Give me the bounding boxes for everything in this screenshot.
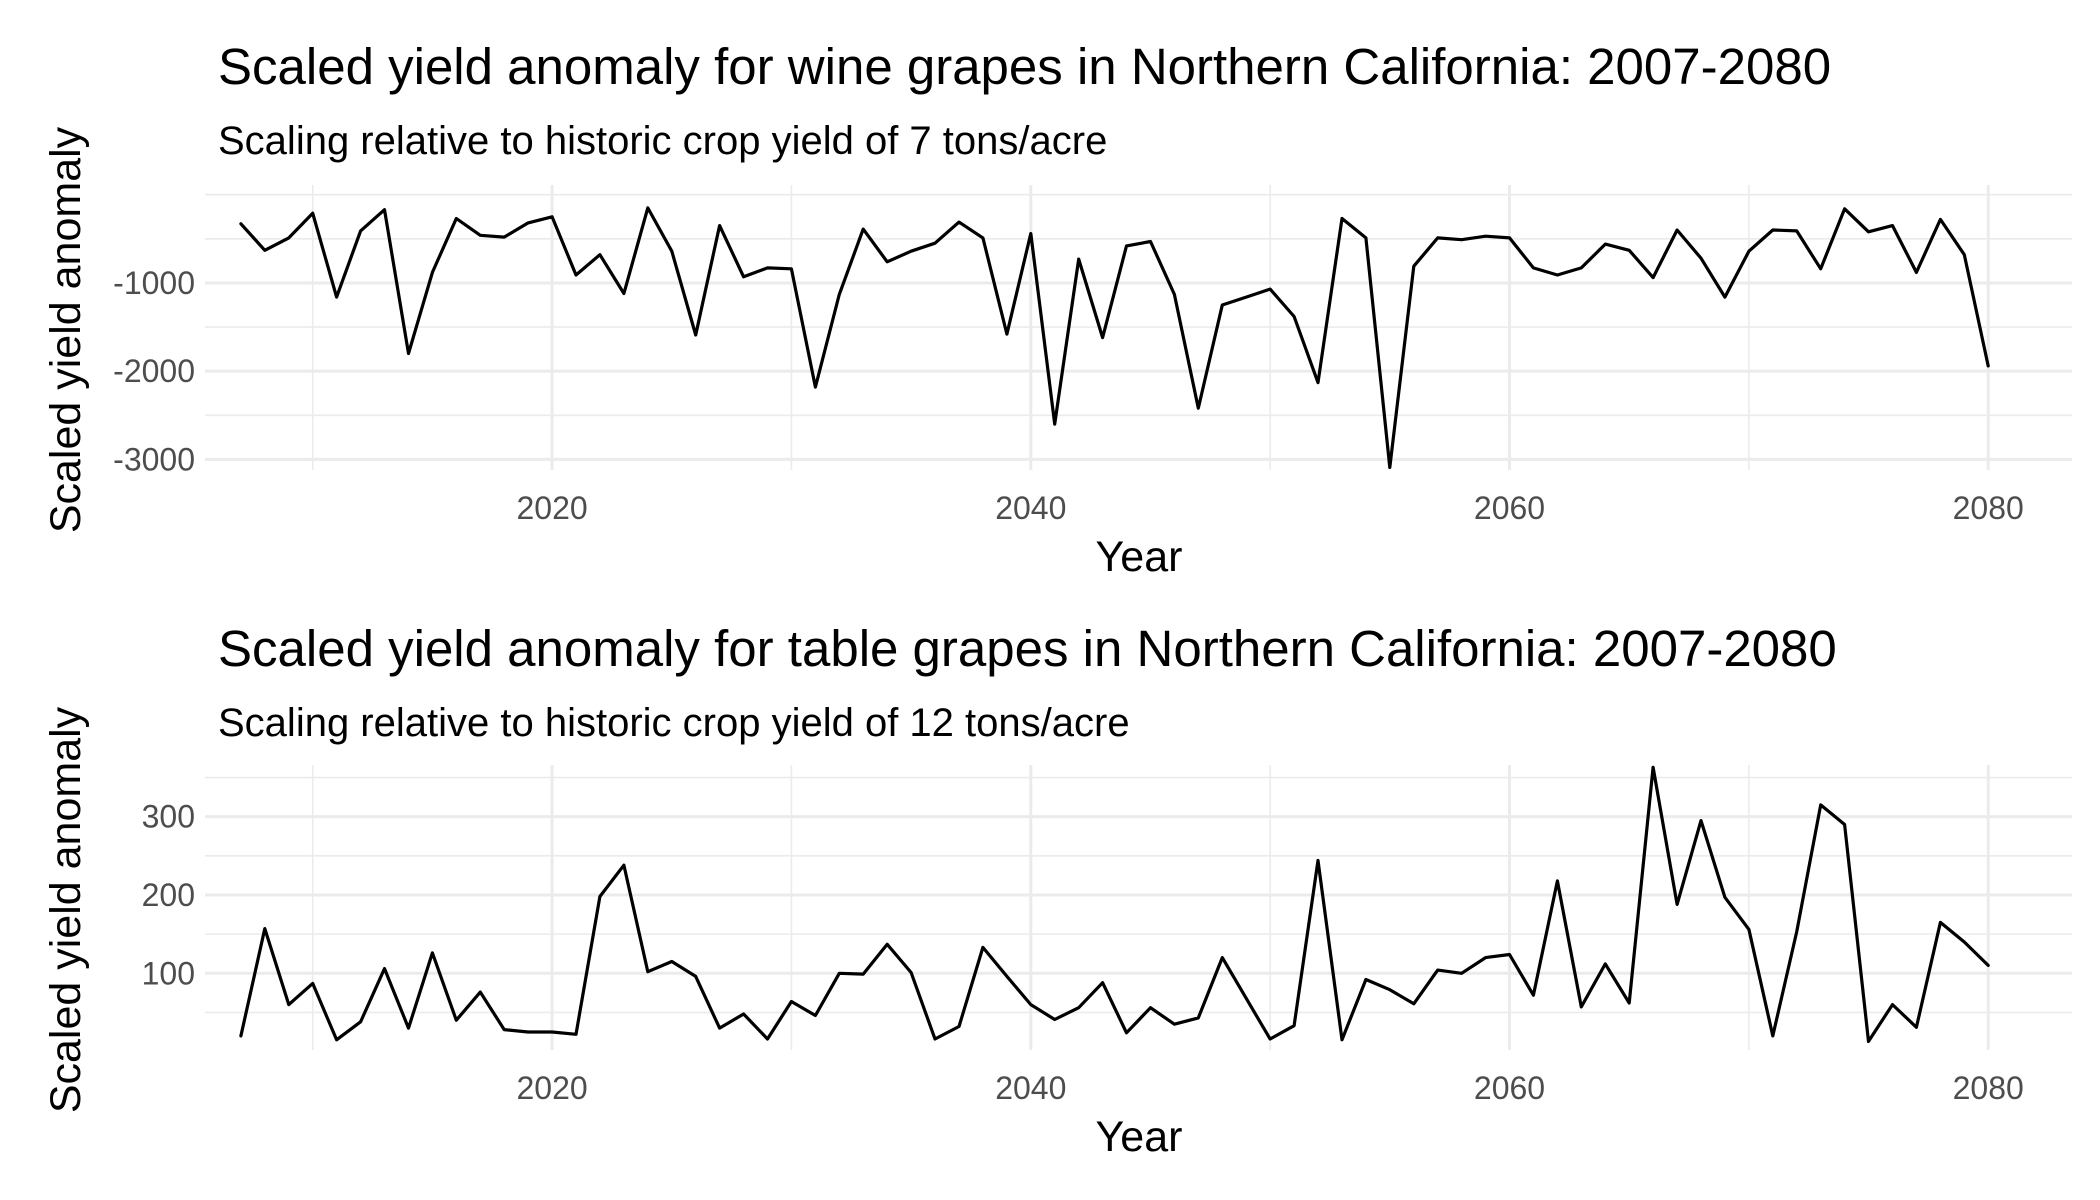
x-tick-label: 2060 — [1474, 490, 1545, 526]
x-tick-label: 2040 — [995, 490, 1066, 526]
table-grapes-series-line — [239, 765, 1990, 1043]
y-tick-label: 300 — [142, 799, 195, 835]
y-tick-label: -2000 — [113, 353, 195, 389]
chart-subtitle: Scaling relative to historic crop yield … — [218, 701, 1130, 745]
chart-subtitle: Scaling relative to historic crop yield … — [218, 119, 1107, 163]
wine-grapes-series-line — [239, 206, 1990, 469]
y-axis-title: Scaled yield anomaly — [42, 706, 90, 1113]
x-tick-label: 2020 — [516, 490, 587, 526]
table-grapes-chart: Scaled yield anomaly for table grapes in… — [42, 620, 2072, 1161]
wine-grapes-chart: Scaled yield anomaly for wine grapes in … — [42, 38, 2072, 581]
y-tick-label: -1000 — [113, 265, 195, 301]
x-tick-label: 2020 — [516, 1070, 587, 1106]
x-tick-label: 2080 — [1953, 490, 2024, 526]
x-tick-label: 2080 — [1953, 1070, 2024, 1106]
grid — [205, 185, 2072, 470]
grid — [205, 765, 2072, 1050]
y-tick-labels: -1000 -2000 -3000 — [113, 265, 195, 477]
x-axis-title: Year — [1096, 533, 1183, 581]
y-tick-label: -3000 — [113, 441, 195, 477]
x-tick-labels: 2020 2040 2060 2080 — [516, 490, 2023, 526]
y-tick-label: 100 — [142, 955, 195, 991]
x-tick-labels: 2020 2040 2060 2080 — [516, 1070, 2023, 1106]
y-tick-label: 200 — [142, 877, 195, 913]
y-axis-title: Scaled yield anomaly — [42, 126, 90, 533]
chart-title: Scaled yield anomaly for table grapes in… — [218, 620, 1837, 677]
x-axis-title: Year — [1096, 1113, 1183, 1161]
x-tick-label: 2060 — [1474, 1070, 1545, 1106]
chart-title: Scaled yield anomaly for wine grapes in … — [218, 38, 1831, 95]
x-tick-label: 2040 — [995, 1070, 1066, 1106]
y-tick-labels: 100 200 300 — [142, 799, 195, 992]
